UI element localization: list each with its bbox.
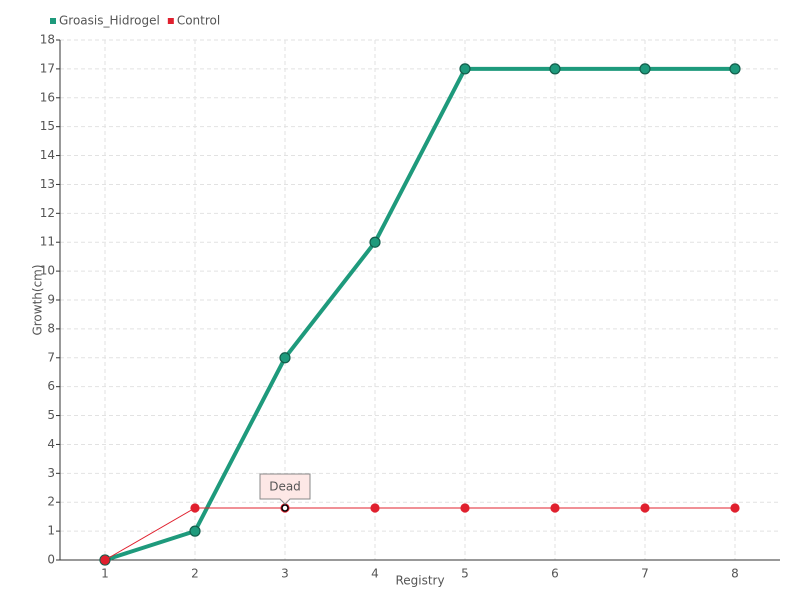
data-point — [639, 63, 651, 75]
data-point — [369, 236, 381, 248]
x-tick-label: 2 — [191, 567, 199, 581]
data-point — [100, 555, 110, 565]
data-point — [640, 503, 650, 513]
y-tick-label: 4 — [47, 437, 55, 451]
y-tick-label: 6 — [47, 379, 55, 393]
y-tick-label: 17 — [40, 61, 55, 75]
y-tick-label: 3 — [47, 466, 55, 480]
annotated-point — [281, 504, 289, 512]
x-tick-label: 3 — [281, 567, 289, 581]
x-tick-label: 4 — [371, 567, 379, 581]
y-tick-label: 10 — [40, 264, 55, 278]
data-point — [459, 63, 471, 75]
data-point — [190, 503, 200, 513]
y-tick-label: 9 — [47, 293, 55, 307]
data-point — [189, 525, 201, 537]
data-point — [279, 352, 291, 364]
y-tick-label: 15 — [40, 119, 55, 133]
y-tick-label: 1 — [47, 524, 55, 538]
data-point — [549, 63, 561, 75]
data-point — [730, 503, 740, 513]
y-tick-label: 18 — [40, 33, 55, 47]
y-axis-label: Growth(cm) — [31, 264, 45, 335]
y-tick-label: 16 — [40, 90, 55, 104]
y-tick-label: 11 — [40, 235, 55, 249]
data-point — [729, 63, 741, 75]
annotation-text: Dead — [269, 480, 301, 494]
x-tick-label: 6 — [551, 567, 559, 581]
y-tick-label: 8 — [47, 321, 55, 335]
x-axis-label: Registry — [395, 574, 444, 588]
x-tick-label: 8 — [731, 567, 739, 581]
y-tick-label: 14 — [40, 148, 55, 162]
y-tick-label: 5 — [47, 408, 55, 422]
legend-swatch — [50, 18, 56, 24]
x-tick-label: 5 — [461, 567, 469, 581]
data-point — [460, 503, 470, 513]
annotation-box — [259, 473, 311, 505]
data-point — [370, 503, 380, 513]
x-tick-label: 7 — [641, 567, 649, 581]
y-tick-label: 0 — [47, 553, 55, 567]
legend-swatch — [167, 18, 174, 24]
series-line — [104, 507, 735, 561]
legend-label: Groasis_Hidrogel — [59, 14, 160, 28]
series-line — [104, 66, 735, 562]
data-point — [550, 503, 560, 513]
y-tick-label: 2 — [47, 495, 55, 509]
legend-label: Control — [177, 14, 220, 28]
y-tick-label: 7 — [47, 350, 55, 364]
x-tick-label: 1 — [101, 567, 109, 581]
y-tick-label: 13 — [40, 177, 55, 191]
y-tick-label: 12 — [40, 206, 55, 220]
